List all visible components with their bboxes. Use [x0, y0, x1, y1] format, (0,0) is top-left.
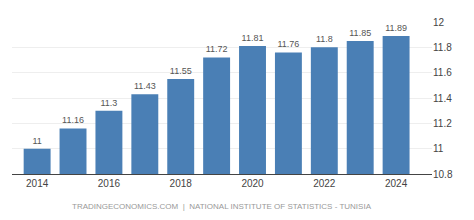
svg-text:2020: 2020	[241, 178, 264, 189]
svg-text:2016: 2016	[98, 178, 121, 189]
svg-text:11.3: 11.3	[100, 98, 117, 108]
svg-text:11.4: 11.4	[433, 93, 452, 104]
svg-text:11.81: 11.81	[242, 33, 264, 43]
svg-text:11.8: 11.8	[433, 42, 452, 53]
svg-text:2022: 2022	[313, 178, 336, 189]
svg-text:10.8: 10.8	[433, 169, 453, 180]
svg-text:11.72: 11.72	[206, 44, 228, 54]
svg-text:11.76: 11.76	[277, 39, 299, 49]
svg-text:12: 12	[433, 17, 445, 28]
svg-text:11: 11	[32, 136, 41, 146]
svg-text:11.89: 11.89	[385, 23, 407, 33]
svg-text:11.43: 11.43	[134, 81, 156, 91]
svg-text:11: 11	[433, 143, 444, 154]
svg-text:11.85: 11.85	[349, 28, 371, 38]
svg-text:11.6: 11.6	[433, 67, 452, 78]
svg-text:11.16: 11.16	[62, 115, 84, 125]
svg-text:11.55: 11.55	[170, 66, 192, 76]
svg-text:2024: 2024	[385, 178, 408, 189]
svg-text:2014: 2014	[26, 178, 49, 189]
svg-text:11.8: 11.8	[316, 34, 333, 44]
svg-text:2018: 2018	[170, 178, 193, 189]
svg-text:TRADINGECONOMICS.COM | NATIO: TRADINGECONOMICS.COM | NATIONAL INSTITUT…	[72, 202, 372, 211]
svg-text:11.2: 11.2	[433, 118, 452, 129]
